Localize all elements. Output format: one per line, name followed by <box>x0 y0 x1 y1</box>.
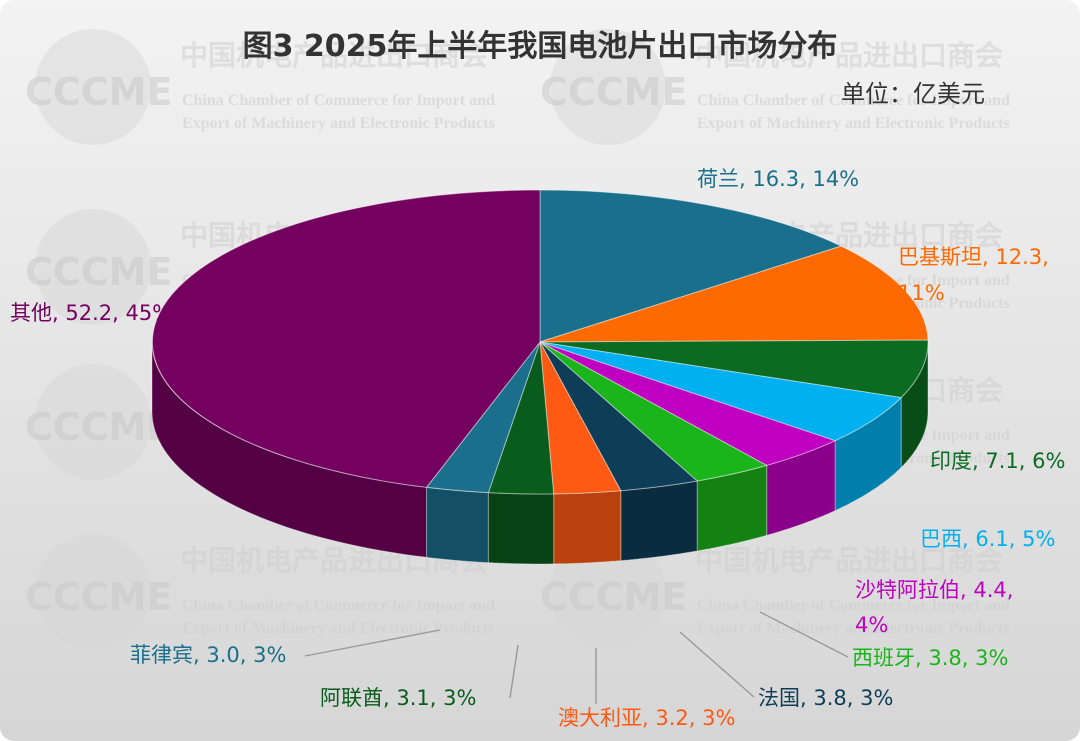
watermark-gear-icon <box>35 209 151 325</box>
watermark-gear-icon <box>35 364 151 480</box>
data-labels: 荷兰, 16.3, 14% 巴基斯坦, 12.3, 11% 印度, 7.1, 6% 巴西… <box>10 167 1065 730</box>
chart-title: 图3 2025年上半年我国电池片出口市场分布 <box>243 29 838 64</box>
watermark-org-en-line2: Export of Machinery and Electronic Produ… <box>697 115 1010 132</box>
pie-plot <box>151 189 929 565</box>
data-label-其他: 其他, 52.2, 45% <box>10 301 172 325</box>
watermark-org-en-line1: China Chamber of Commerce for Import and <box>697 92 1010 109</box>
watermark-logo-text: CCCME <box>25 575 172 619</box>
watermark-logo-text: CCCME <box>25 70 172 114</box>
pie-slice-澳大利亚 <box>539 341 622 495</box>
data-label-沙特阿拉伯: 4% <box>855 613 888 637</box>
pie-side-法国 <box>620 480 698 562</box>
data-label-西班牙: 西班牙, 3.8, 3% <box>852 646 1008 670</box>
watermark-org-en-line2: Export of Machinery and Electronic Produ… <box>697 620 1010 637</box>
watermark-org-cn: 中国机电产品进出口商会 <box>695 39 1003 72</box>
leader-line-阿联酋 <box>509 644 519 699</box>
leader-line-菲律宾 <box>304 629 441 657</box>
data-label-巴基斯坦: 巴基斯坦, 12.3, <box>898 245 1049 269</box>
unit-label: 单位：亿美元 <box>841 80 985 108</box>
pie-side-菲律宾 <box>426 486 489 564</box>
pie-side-其他 <box>151 341 427 558</box>
pie-side-阿联酋 <box>487 492 555 565</box>
data-label-法国: 法国, 3.8, 3% <box>758 686 893 710</box>
leader-line-法国 <box>679 631 755 698</box>
data-label-巴基斯坦: 11% <box>898 281 945 305</box>
data-label-沙特阿拉伯: 沙特阿拉伯, 4.4, <box>855 578 1013 602</box>
watermark-logo-text: CCCME <box>540 70 687 114</box>
data-label-印度: 印度, 7.1, 6% <box>930 449 1065 473</box>
data-label-荷兰: 荷兰, 16.3, 14% <box>697 167 859 191</box>
watermark-gear-icon <box>550 29 666 145</box>
watermark-org-en-line2: Export of Machinery and Electronic Produ… <box>182 620 495 637</box>
data-label-巴西: 巴西, 6.1, 5% <box>920 527 1055 551</box>
pie-slice-荷兰 <box>539 189 843 343</box>
pie-slice-其他 <box>151 189 541 488</box>
watermark-org-en-line1: China Chamber of Commerce for Import and <box>697 597 1010 614</box>
data-label-阿联酋: 阿联酋, 3.1, 3% <box>320 686 476 710</box>
watermark-org-cn: 中国机电产品进出口商会 <box>180 39 488 72</box>
watermark-logo-text: CCCME <box>540 575 687 619</box>
watermark-gear-icon <box>35 534 151 650</box>
watermark-org-en-line1: China Chamber of Commerce for Import and <box>182 597 495 614</box>
watermark-logo-text: CCCME <box>25 405 172 449</box>
watermark-org-en-line1: China Chamber of Commerce for Import and <box>182 92 495 109</box>
leader-line-西班牙 <box>759 611 849 658</box>
leader-lines <box>304 611 849 704</box>
pie-slice-沙特阿拉伯 <box>539 341 837 466</box>
pie-slice-巴西 <box>539 341 903 442</box>
pie-side-澳大利亚 <box>553 490 622 565</box>
watermark-org-cn: 中国机电产品进出口商会 <box>695 544 1003 577</box>
watermark-gear-icon <box>35 29 151 145</box>
pie-slice-菲律宾 <box>425 341 541 494</box>
watermark-logo-text: CCCME <box>25 250 172 294</box>
pie-slice-西班牙 <box>539 341 769 482</box>
watermark-org-en-line2: Export of Machinery and Electronic Produ… <box>182 115 495 132</box>
pie-slice-印度 <box>539 339 929 399</box>
data-label-菲律宾: 菲律宾, 3.0, 3% <box>130 643 286 667</box>
pie-slice-法国 <box>539 341 699 492</box>
pie-slice-阿联酋 <box>487 341 555 495</box>
data-label-澳大利亚: 澳大利亚, 3.2, 3% <box>558 706 735 730</box>
pie-slice-巴基斯坦 <box>539 245 929 343</box>
